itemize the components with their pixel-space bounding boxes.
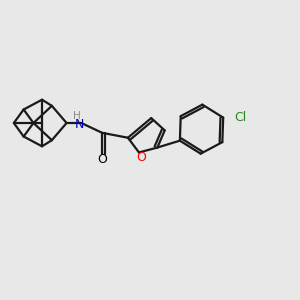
Text: O: O bbox=[136, 152, 146, 164]
Text: O: O bbox=[97, 153, 107, 166]
Text: Cl: Cl bbox=[234, 111, 247, 124]
Text: H: H bbox=[73, 111, 81, 121]
Text: N: N bbox=[75, 118, 84, 131]
